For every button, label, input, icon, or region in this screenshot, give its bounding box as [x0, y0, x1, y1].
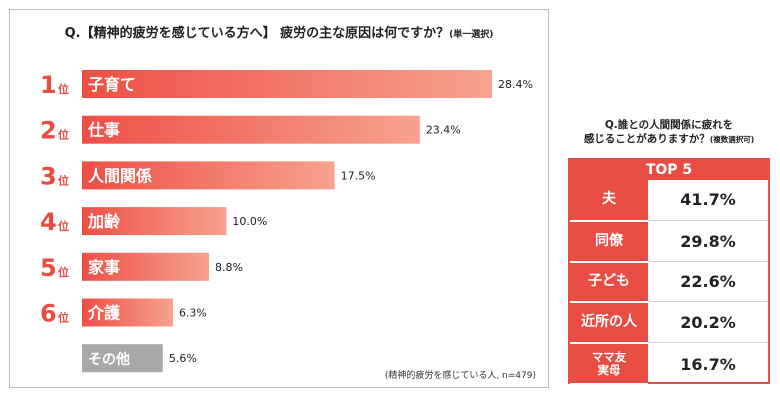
- value-label-7: 5.6%: [169, 352, 197, 365]
- chart-title-note: (単一選択): [449, 30, 494, 40]
- rank-5: 5: [40, 254, 57, 282]
- rank-suffix-3: 位: [58, 173, 69, 187]
- top5-question-line1: Q.誰との人間関係に疲れを: [604, 119, 734, 131]
- rank-4: 4: [40, 208, 57, 236]
- value-label-3: 17.5%: [341, 169, 376, 182]
- rank-3: 3: [40, 162, 57, 190]
- top5-row: ママ友 実母 16.7%: [570, 343, 768, 384]
- top5-label-3: 子ども: [570, 262, 648, 303]
- top5-question-note: (複数選択可): [709, 135, 755, 144]
- bar-7: [82, 344, 163, 373]
- value-label-4: 10.0%: [232, 215, 267, 228]
- bar-6: [82, 298, 173, 327]
- top5-label-5: ママ友 実母: [570, 344, 648, 384]
- top5-row: 近所の人 20.2%: [570, 302, 768, 344]
- top5-question: Q.誰との人間関係に疲れを 感じることがありますか？(複数選択可): [568, 118, 770, 147]
- bar-label-2: 仕事: [87, 121, 120, 140]
- top5-label-4: 近所の人: [570, 303, 648, 344]
- top5-row: 子ども 22.6%: [570, 261, 768, 303]
- rank-suffix-4: 位: [58, 219, 69, 233]
- top5-row: 同僚 29.8%: [570, 220, 768, 262]
- top5-value-4: 20.2%: [648, 303, 768, 344]
- rank-suffix-5: 位: [58, 265, 69, 279]
- top5-value-1: 41.7%: [648, 180, 768, 221]
- bar-label-7: その他: [88, 351, 130, 368]
- bar-2: [82, 115, 420, 144]
- value-label-2: 23.4%: [426, 124, 461, 137]
- bar-label-3: 人間関係: [88, 166, 152, 185]
- top5-row: 夫 41.7%: [570, 180, 768, 221]
- top5-value-3: 22.6%: [648, 263, 768, 303]
- bar-label-4: 加齢: [87, 212, 121, 231]
- bar-label-6: 介護: [87, 304, 121, 323]
- rank-1: 1: [40, 71, 57, 99]
- top5-header: TOP 5: [570, 160, 768, 180]
- footnote: (精神的疲労を感じている人, n=479): [384, 371, 536, 381]
- bar-1: [82, 70, 492, 98]
- top5-value-2: 29.8%: [648, 222, 768, 262]
- rank-suffix-6: 位: [58, 311, 69, 325]
- rank-suffix-2: 位: [58, 128, 69, 142]
- rank-suffix-1: 位: [58, 82, 69, 96]
- top5-label-1: 夫: [570, 180, 648, 221]
- value-label-6: 6.3%: [179, 307, 207, 320]
- top5-label-2: 同僚: [570, 221, 648, 262]
- value-label-1: 28.4%: [498, 78, 533, 91]
- top5-table: TOP 5 夫 41.7% 同僚 29.8% 子ども 22.6% 近所の人 20.2% ママ友 …: [568, 158, 770, 384]
- rank-2: 2: [40, 117, 57, 145]
- bar-label-1: 子育て: [88, 75, 136, 94]
- bar-label-5: 家事: [88, 258, 120, 277]
- chart-title: Q.【精神的疲労を感じている方へ】 疲労の主な原因は何ですか？(単一選択): [10, 22, 548, 41]
- bar-4: [82, 207, 227, 236]
- chart-title-main: Q.【精神的疲労を感じている方へ】 疲労の主な原因は何ですか？: [64, 26, 450, 41]
- top5-question-line2: 感じることがありますか？: [583, 133, 710, 145]
- bar-3: [82, 161, 335, 190]
- value-label-5: 8.8%: [215, 261, 243, 274]
- top5-rows: 夫 41.7% 同僚 29.8% 子ども 22.6% 近所の人 20.2% ママ友 実母 16.7…: [570, 180, 768, 384]
- ranking-chart-panel: Q.【精神的疲労を感じている方へ】 疲労の主な原因は何ですか？(単一選択) 子育…: [9, 9, 549, 388]
- top5-panel: Q.誰との人間関係に疲れを 感じることがありますか？(複数選択可) TOP 5 …: [568, 118, 770, 384]
- top5-value-5: 16.7%: [680, 354, 736, 374]
- bar-5: [82, 252, 209, 281]
- rank-6: 6: [40, 300, 57, 328]
